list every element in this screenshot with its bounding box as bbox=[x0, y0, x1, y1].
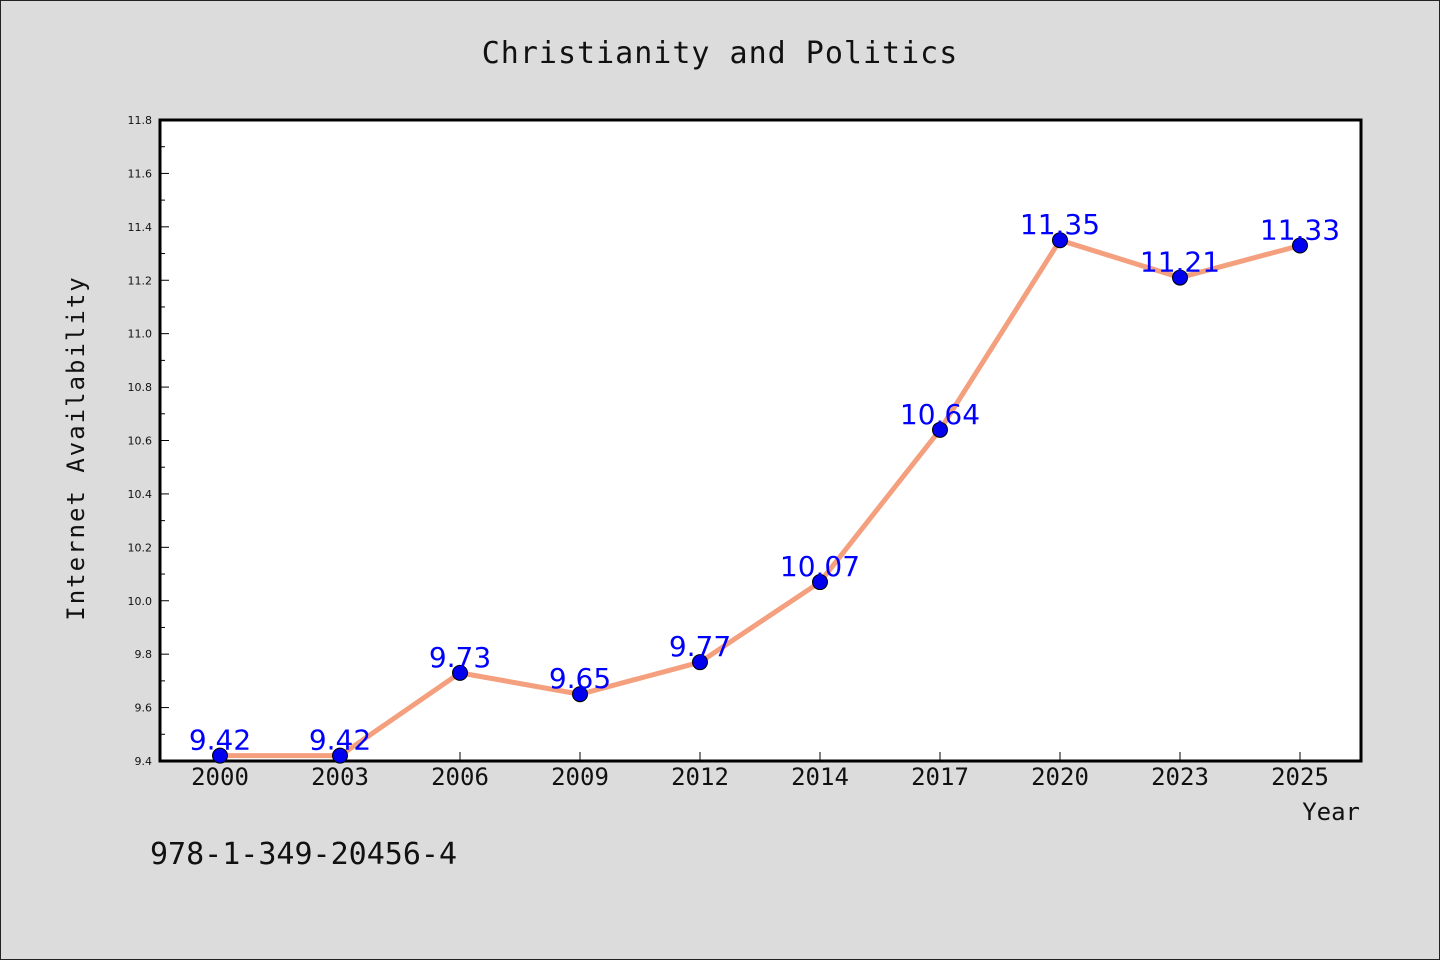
x-tick-label: 2023 bbox=[1151, 763, 1209, 791]
y-tick-label: 10.2 bbox=[128, 541, 153, 554]
y-axis-ticks: 9.4 9.6 9.8 10.0 10.2 10.4 10.6 10.8 11.0 11.2 11.… bbox=[128, 114, 169, 768]
y-tick-label: 11.8 bbox=[128, 114, 153, 127]
x-tick-label: 2014 bbox=[791, 763, 849, 791]
data-point bbox=[212, 747, 228, 764]
x-tick-label: 2003 bbox=[311, 763, 369, 791]
series-line bbox=[217, 237, 1303, 759]
data-point bbox=[692, 654, 708, 671]
isbn-label: 978-1-349-20456-4 bbox=[150, 837, 457, 872]
y-tick-label: 9.4 bbox=[135, 755, 153, 768]
y-tick-label: 10.6 bbox=[128, 435, 153, 448]
data-point bbox=[1052, 232, 1068, 249]
x-axis-ticks: 2000 2003 2006 2009 2012 2014 2017 2020 2023 2025 bbox=[191, 752, 1329, 791]
y-tick-label: 9.6 bbox=[135, 702, 153, 715]
plot-area bbox=[158, 118, 1363, 763]
data-label: 10.64 bbox=[900, 398, 980, 431]
data-label: 11.35 bbox=[1020, 208, 1100, 241]
data-point bbox=[1292, 237, 1308, 254]
data-point bbox=[932, 421, 948, 438]
data-point bbox=[812, 574, 828, 591]
y-axis-label: Internet Availability bbox=[62, 275, 90, 620]
data-label: 9.42 bbox=[309, 724, 371, 757]
y-tick-label: 10.8 bbox=[128, 381, 153, 394]
x-tick-label: 2020 bbox=[1031, 763, 1089, 791]
x-axis-label: Year bbox=[1302, 798, 1360, 826]
y-tick-label: 11.2 bbox=[128, 274, 153, 287]
data-label: 9.77 bbox=[669, 630, 731, 663]
data-point bbox=[332, 747, 348, 764]
x-tick-label: 2006 bbox=[431, 763, 489, 791]
data-label: 9.42 bbox=[189, 724, 251, 757]
data-label: 10.07 bbox=[780, 550, 860, 583]
x-tick-label: 2012 bbox=[671, 763, 729, 791]
x-tick-label: 2025 bbox=[1271, 763, 1329, 791]
data-label: 9.65 bbox=[549, 662, 611, 695]
chart-title: Christianity and Politics bbox=[482, 36, 959, 71]
data-point bbox=[1172, 269, 1188, 286]
y-tick-label: 11.0 bbox=[128, 328, 153, 341]
x-tick-label: 2000 bbox=[191, 763, 249, 791]
data-point bbox=[452, 664, 468, 681]
data-label: 9.73 bbox=[429, 641, 491, 674]
y-tick-label: 10.0 bbox=[128, 595, 153, 608]
y-tick-label: 9.8 bbox=[135, 648, 153, 661]
y-tick-label: 10.4 bbox=[128, 488, 153, 501]
series-layer: 9.42 9.42 9.73 9.65 9.77 10.07 10.64 11.35 11.21… bbox=[189, 208, 1340, 764]
x-tick-label: 2017 bbox=[911, 763, 969, 791]
data-label: 11.33 bbox=[1260, 214, 1340, 247]
data-label: 11.21 bbox=[1140, 246, 1220, 279]
y-tick-label: 11.4 bbox=[128, 221, 153, 234]
y-tick-label: 11.6 bbox=[128, 167, 153, 180]
x-tick-label: 2009 bbox=[551, 763, 609, 791]
data-point bbox=[572, 686, 588, 703]
